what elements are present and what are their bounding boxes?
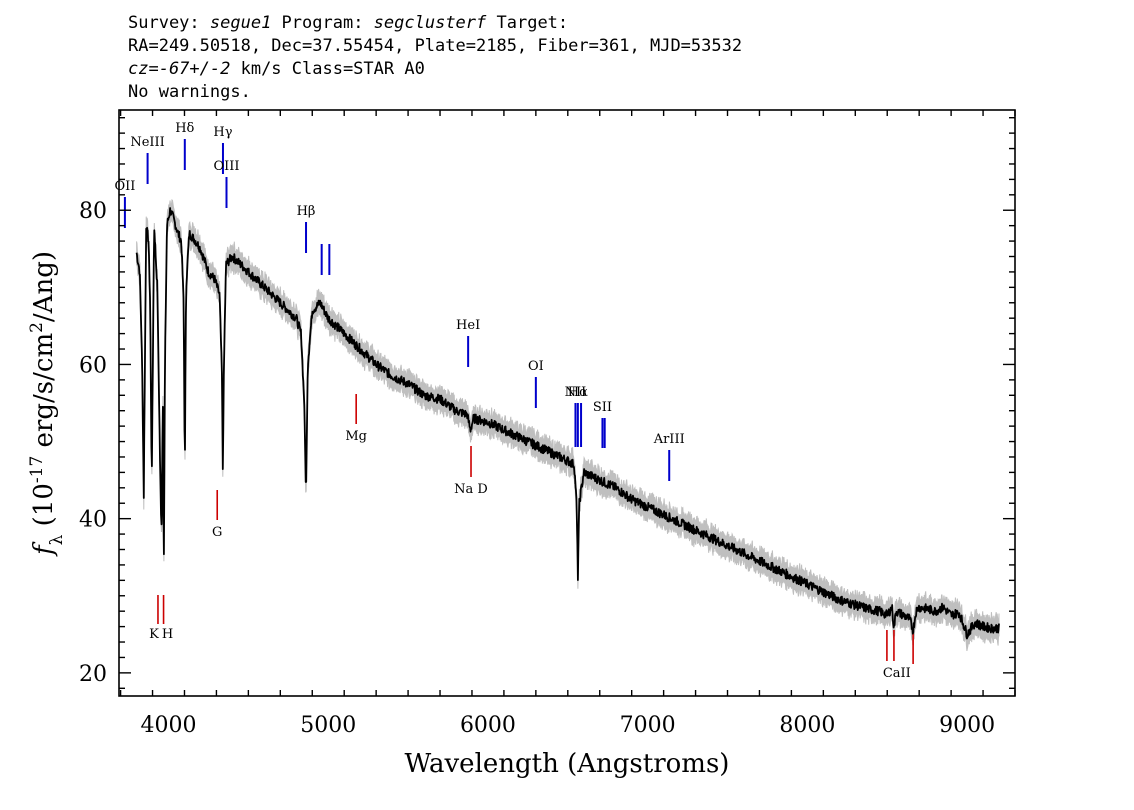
plot-frame — [118, 109, 1016, 697]
error-envelope-layer — [136, 198, 1000, 651]
absorption-line-label: K — [149, 627, 159, 642]
emission-line-label: Hα — [568, 385, 588, 400]
header-coordinates-line: RA=249.50518, Dec=37.55454, Plate=2185, … — [128, 36, 743, 56]
absorption-line-label: G — [212, 525, 222, 540]
class-value: km/s Class=STAR A0 — [230, 59, 425, 79]
program-label: Program: — [271, 13, 374, 33]
y-axis-title: fλ (10-17 erg/s/cm2/Ang) — [27, 251, 67, 557]
flux-error-envelope — [136, 198, 1000, 651]
emission-line-label: NII — [565, 385, 587, 400]
axes-layer — [118, 109, 1016, 697]
cz-value: cz=-67+/-2 — [128, 59, 231, 79]
x-axis-title: Wavelength (Angstroms) — [405, 749, 730, 779]
emission-line-label: Hδ — [175, 121, 194, 136]
emission-line-label: HeI — [456, 318, 480, 333]
flux-layer — [135, 207, 1000, 640]
y-tick-label: 40 — [79, 508, 107, 533]
program-value: segclusterf — [373, 13, 487, 33]
target-label: Target: — [486, 13, 569, 33]
spectrum-header: Survey: segue1 Program: segclusterf Targ… — [128, 12, 742, 104]
x-tick-label: 5000 — [300, 713, 356, 738]
labels-layer: 4000 5000 6000 7000 8000 9000 20 40 60 80 Waveleng… — [27, 121, 995, 779]
emission-line-label: ArIII — [653, 432, 685, 447]
absorption-line-label: CaII — [883, 666, 911, 681]
emission-line-label: Hγ — [213, 125, 232, 140]
x-tick-label: 7000 — [620, 713, 676, 738]
y-tick-label: 80 — [79, 199, 107, 224]
header-warnings-line: No warnings. — [128, 82, 251, 102]
flux-series-line — [135, 207, 1000, 640]
line-markers-layer — [123, 139, 914, 664]
emission-line-label: OII — [114, 179, 135, 194]
header-survey-line: Survey: segue1 Program: segclusterf Targ… — [128, 12, 742, 35]
x-tick-label: 8000 — [779, 713, 835, 738]
header-redshift-line: cz=-67+/-2 km/s Class=STAR A0 — [128, 58, 742, 81]
y-tick-label: 60 — [79, 353, 107, 378]
absorption-line-label: H — [162, 627, 173, 642]
x-tick-label: 9000 — [939, 713, 995, 738]
x-tick-label: 6000 — [460, 713, 516, 738]
x-tick-label: 4000 — [141, 713, 197, 738]
survey-label: Survey: — [128, 13, 210, 33]
absorption-line-label: Na D — [454, 482, 488, 497]
emission-line-label: Hβ — [297, 204, 316, 219]
emission-line-label: OI — [528, 359, 544, 374]
survey-value: segue1 — [209, 13, 272, 33]
absorption-line-label: Mg — [345, 429, 367, 444]
emission-line-label: SII — [593, 400, 612, 415]
emission-line-label: NeIII — [130, 135, 164, 150]
emission-line-label: OIII — [213, 159, 239, 174]
y-tick-label: 20 — [79, 662, 107, 687]
